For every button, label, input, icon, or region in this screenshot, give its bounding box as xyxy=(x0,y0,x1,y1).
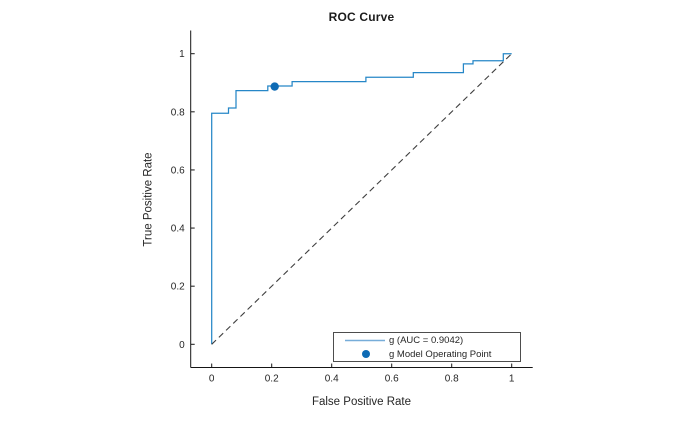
legend-line-sample-icon xyxy=(345,339,385,342)
x-tick-label: 0.2 xyxy=(265,374,279,385)
y-tick-label: 0.8 xyxy=(171,107,185,118)
x-tick-label: 0.6 xyxy=(385,374,399,385)
x-tick-label: 0.8 xyxy=(445,374,459,385)
y-tick-label: 1 xyxy=(179,49,185,60)
y-tick-label: 0.6 xyxy=(171,165,185,176)
roc-curve-line xyxy=(211,53,512,345)
x-tick-label: 0 xyxy=(209,374,215,385)
y-tick-label: 0 xyxy=(179,340,185,351)
legend-label-roc: g (AUC = 0.9042) xyxy=(389,334,464,346)
legend-entry-operating-point: g Model Operating Point xyxy=(334,347,520,361)
reference-diagonal-line xyxy=(211,53,513,345)
legend-label-operating-point: g Model Operating Point xyxy=(389,348,492,360)
x-tick-label: 1 xyxy=(509,374,515,385)
legend-dot-sample-icon xyxy=(362,350,370,358)
legend: g (AUC = 0.9042) g Model Operating Point xyxy=(333,332,521,362)
operating-point-marker xyxy=(270,82,279,91)
x-tick-label: 0.4 xyxy=(325,374,339,385)
x-axis-label: False Positive Rate xyxy=(311,396,412,408)
legend-entry-roc-curve: g (AUC = 0.9042) xyxy=(334,333,520,347)
y-axis-label: True Positive Rate xyxy=(142,152,155,247)
y-tick-label: 0.4 xyxy=(171,224,185,235)
y-tick-label: 0.2 xyxy=(171,282,185,293)
chart-title: ROC Curve xyxy=(328,10,395,24)
